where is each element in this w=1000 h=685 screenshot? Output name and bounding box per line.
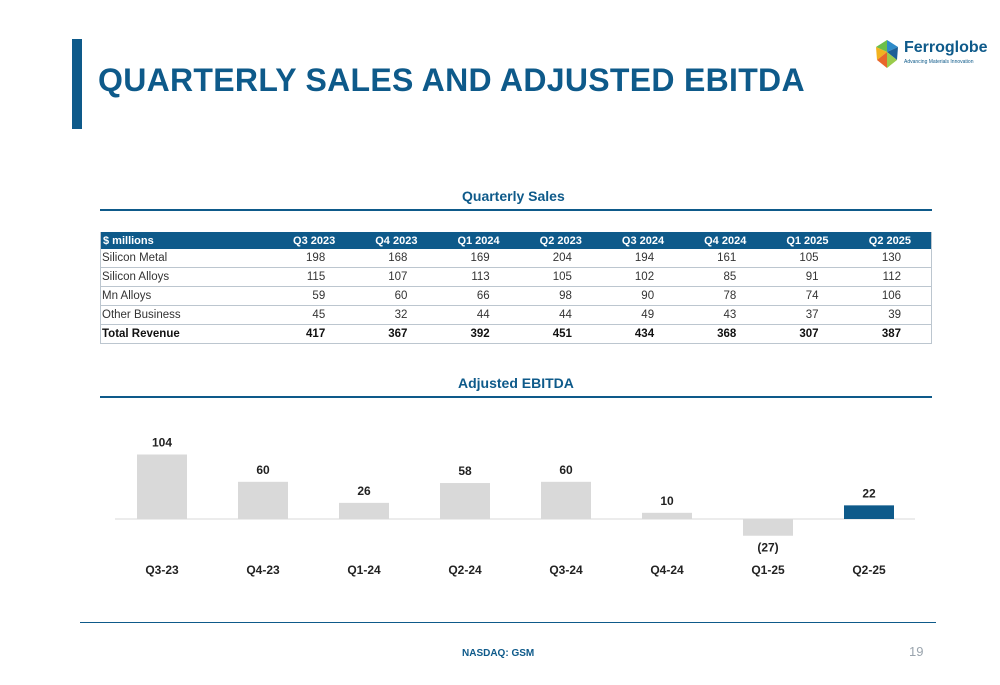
table-cell: 367	[355, 324, 438, 344]
table-cell: 91	[766, 267, 849, 287]
data-label: 60	[256, 463, 270, 477]
table-row: Other Business 45 32 44 44 49 43 37 39	[100, 305, 932, 325]
category-label: Q4-24	[650, 563, 684, 577]
table-cell: 74	[766, 286, 849, 306]
bar-q4-24	[642, 512, 692, 519]
table-row: Silicon Metal 198 168 169 204 194 161 10…	[100, 249, 932, 268]
bar-q2-24	[440, 483, 490, 519]
category-label: Q4-23	[246, 563, 280, 577]
bar-q1-25	[743, 519, 793, 536]
column-header: Q2 2025	[848, 232, 932, 249]
bar-q3-23	[137, 454, 187, 519]
table-cell: 204	[519, 249, 602, 268]
table-cell: 32	[355, 305, 438, 325]
data-label: 10	[660, 494, 674, 508]
row-label: Other Business	[100, 305, 273, 325]
table-cell: 368	[684, 324, 767, 344]
title-accent-bar	[72, 39, 82, 129]
page-title: QUARTERLY SALES AND ADJUSTED EBITDA	[98, 62, 805, 98]
globe-logo-icon	[876, 40, 898, 68]
table-cell: 434	[601, 324, 685, 344]
row-label: Silicon Alloys	[100, 267, 273, 287]
table-cell: 130	[848, 249, 932, 268]
row-label: Mn Alloys	[100, 286, 273, 306]
column-header: Q2 2023	[519, 232, 602, 249]
table-cell: 44	[437, 305, 520, 325]
category-label: Q3-23	[145, 563, 179, 577]
bar-q3-24	[541, 481, 591, 519]
table-cell: 78	[684, 286, 767, 306]
bar-q1-24	[339, 502, 389, 519]
table-cell: 43	[684, 305, 767, 325]
stock-ticker: NASDAQ: GSM	[462, 648, 535, 659]
bar-q2-25	[844, 505, 894, 519]
table-header-row: $ millions Q3 2023 Q4 2023 Q1 2024 Q2 20…	[100, 232, 932, 249]
category-label: Q3-24	[549, 563, 583, 577]
column-header: Q1 2025	[766, 232, 849, 249]
table-cell: 169	[437, 249, 520, 268]
column-header: Q3 2024	[601, 232, 685, 249]
data-label: 58	[458, 464, 472, 478]
column-header: Q3 2023	[273, 232, 356, 249]
data-label: 104	[152, 436, 172, 450]
table-cell: 60	[355, 286, 438, 306]
category-label: Q2-25	[852, 563, 886, 577]
table-cell: 417	[273, 324, 356, 344]
sales-section-rule	[100, 209, 932, 211]
table-cell: 59	[273, 286, 356, 306]
table-cell: 102	[601, 267, 685, 287]
adjusted-ebitda-bar-chart: 104 Q3-23 60 Q4-23 26 Q1-24 58 Q2-24 60 Q3-24 10 Q4…	[115, 436, 915, 577]
footer-rule	[80, 622, 936, 623]
table-cell: 387	[848, 324, 932, 344]
data-label: 26	[357, 484, 371, 498]
total-revenue-row: Total Revenue 417 367 392 451 434 368 30…	[100, 324, 932, 344]
table-cell: 168	[355, 249, 438, 268]
table-row: Silicon Alloys 115 107 113 105 102 85 91…	[100, 267, 932, 287]
category-label: Q1-25	[751, 563, 785, 577]
logo-tagline: Advancing Materials Innovation	[904, 59, 974, 65]
table-cell: 161	[684, 249, 767, 268]
table-cell: 98	[519, 286, 602, 306]
table-cell: 37	[766, 305, 849, 325]
table-cell: 66	[437, 286, 520, 306]
table-cell: 194	[601, 249, 685, 268]
category-label: Q2-24	[448, 563, 482, 577]
quarterly-sales-table: $ millions Q3 2023 Q4 2023 Q1 2024 Q2 20…	[100, 232, 932, 344]
table-cell: 39	[848, 305, 932, 325]
table-cell: 115	[273, 267, 356, 287]
table-cell: 451	[519, 324, 602, 344]
ebitda-section-title: Adjusted EBITDA	[458, 375, 574, 391]
category-label: Q1-24	[347, 563, 381, 577]
row-label: Total Revenue	[100, 324, 273, 344]
table-cell: 113	[437, 267, 520, 287]
table-row: Mn Alloys 59 60 66 98 90 78 74 106	[100, 286, 932, 306]
table-cell: 49	[601, 305, 685, 325]
table-cell: 90	[601, 286, 685, 306]
sales-section-title: Quarterly Sales	[462, 188, 565, 204]
table-cell: 392	[437, 324, 520, 344]
table-cell: 44	[519, 305, 602, 325]
ferroglobe-logo: Ferroglobe Advancing Materials Innovatio…	[874, 38, 988, 72]
table-cell: 85	[684, 267, 767, 287]
table-cell: 105	[519, 267, 602, 287]
page-number: 19	[909, 644, 924, 659]
column-header: Q4 2023	[355, 232, 438, 249]
table-cell: 45	[273, 305, 356, 325]
data-label: 22	[862, 486, 876, 500]
data-label: (27)	[757, 541, 778, 555]
table-cell: 107	[355, 267, 438, 287]
table-cell: 198	[273, 249, 356, 268]
row-label: Silicon Metal	[100, 249, 273, 268]
column-header: Q4 2024	[684, 232, 767, 249]
bar-q4-23	[238, 481, 288, 519]
data-label: 60	[559, 463, 573, 477]
table-cell: 112	[848, 267, 932, 287]
logo-wordmark: Ferroglobe	[904, 39, 988, 56]
column-header: $ millions	[100, 232, 273, 249]
column-header: Q1 2024	[437, 232, 520, 249]
table-cell: 307	[766, 324, 849, 344]
ebitda-section-rule	[100, 396, 932, 398]
table-cell: 105	[766, 249, 849, 268]
table-cell: 106	[848, 286, 932, 306]
